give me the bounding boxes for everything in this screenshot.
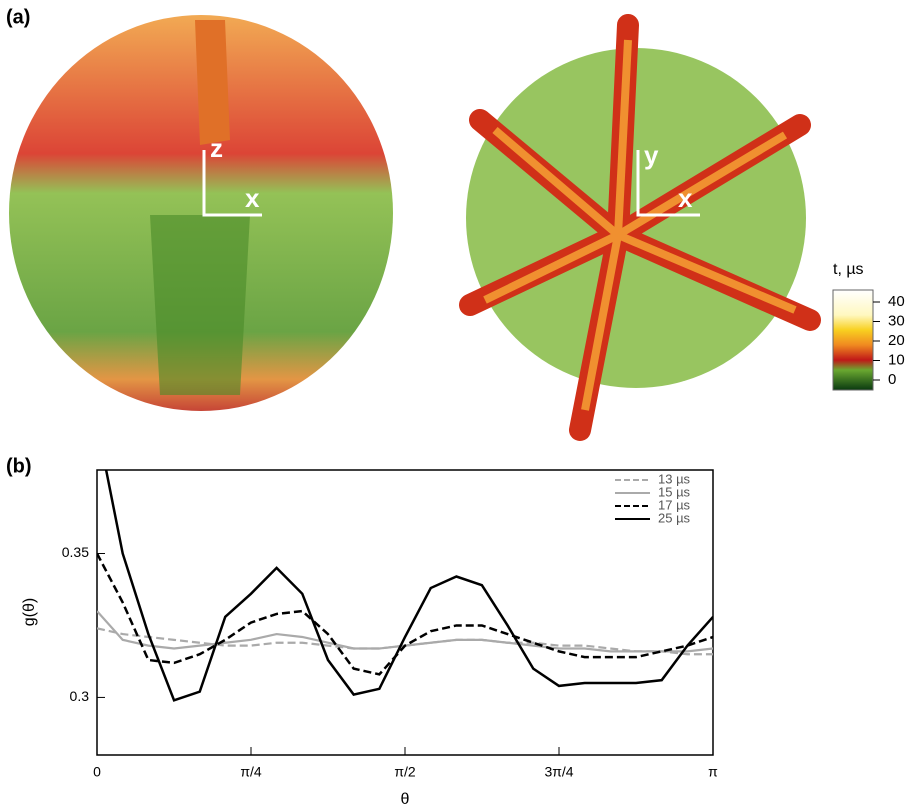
y-axis-label: g(θ) bbox=[21, 598, 38, 626]
plot-lines bbox=[97, 424, 713, 700]
colorbar-tick-label: 10 bbox=[888, 351, 905, 368]
axis-letter: x bbox=[678, 183, 693, 213]
cloud-feature bbox=[150, 215, 250, 395]
colorbar-tick-label: 40 bbox=[888, 293, 905, 310]
x-tick-label: π bbox=[708, 764, 718, 780]
y-tick-label: 0.35 bbox=[62, 544, 89, 560]
x-tick-label: 3π/4 bbox=[544, 764, 573, 780]
x-tick-label: π/4 bbox=[240, 764, 262, 780]
cloud-feature bbox=[195, 20, 230, 145]
x-axis-label: θ bbox=[401, 791, 410, 808]
figure: (a) z x y x t, µs (b) g(θ) θ 0 10 20 30 40 0.… bbox=[0, 0, 917, 811]
colorbar-tick-label: 30 bbox=[888, 312, 905, 329]
axis-letter: x bbox=[245, 183, 260, 213]
y-tick-label: 0.3 bbox=[70, 688, 90, 704]
colorbar-tick-label: 20 bbox=[888, 332, 905, 349]
x-tick-label: 0 bbox=[93, 764, 101, 780]
legend-label: 25 µs bbox=[658, 510, 691, 525]
series-line bbox=[97, 553, 713, 674]
panel-label: (a) bbox=[6, 6, 30, 28]
axis-letter: y bbox=[644, 140, 659, 170]
axis-letter: z bbox=[210, 133, 223, 163]
colorbar-tick-label: 0 bbox=[888, 371, 896, 388]
page: (a) z x y x t, µs (b) g(θ) θ 0 10 20 30 40 0.… bbox=[0, 0, 917, 811]
colorbar-title: t, µs bbox=[833, 261, 864, 278]
panel-label: (b) bbox=[6, 455, 32, 477]
plot-frame bbox=[97, 470, 713, 755]
x-tick-label: π/2 bbox=[394, 764, 416, 780]
colorbar bbox=[833, 290, 873, 390]
